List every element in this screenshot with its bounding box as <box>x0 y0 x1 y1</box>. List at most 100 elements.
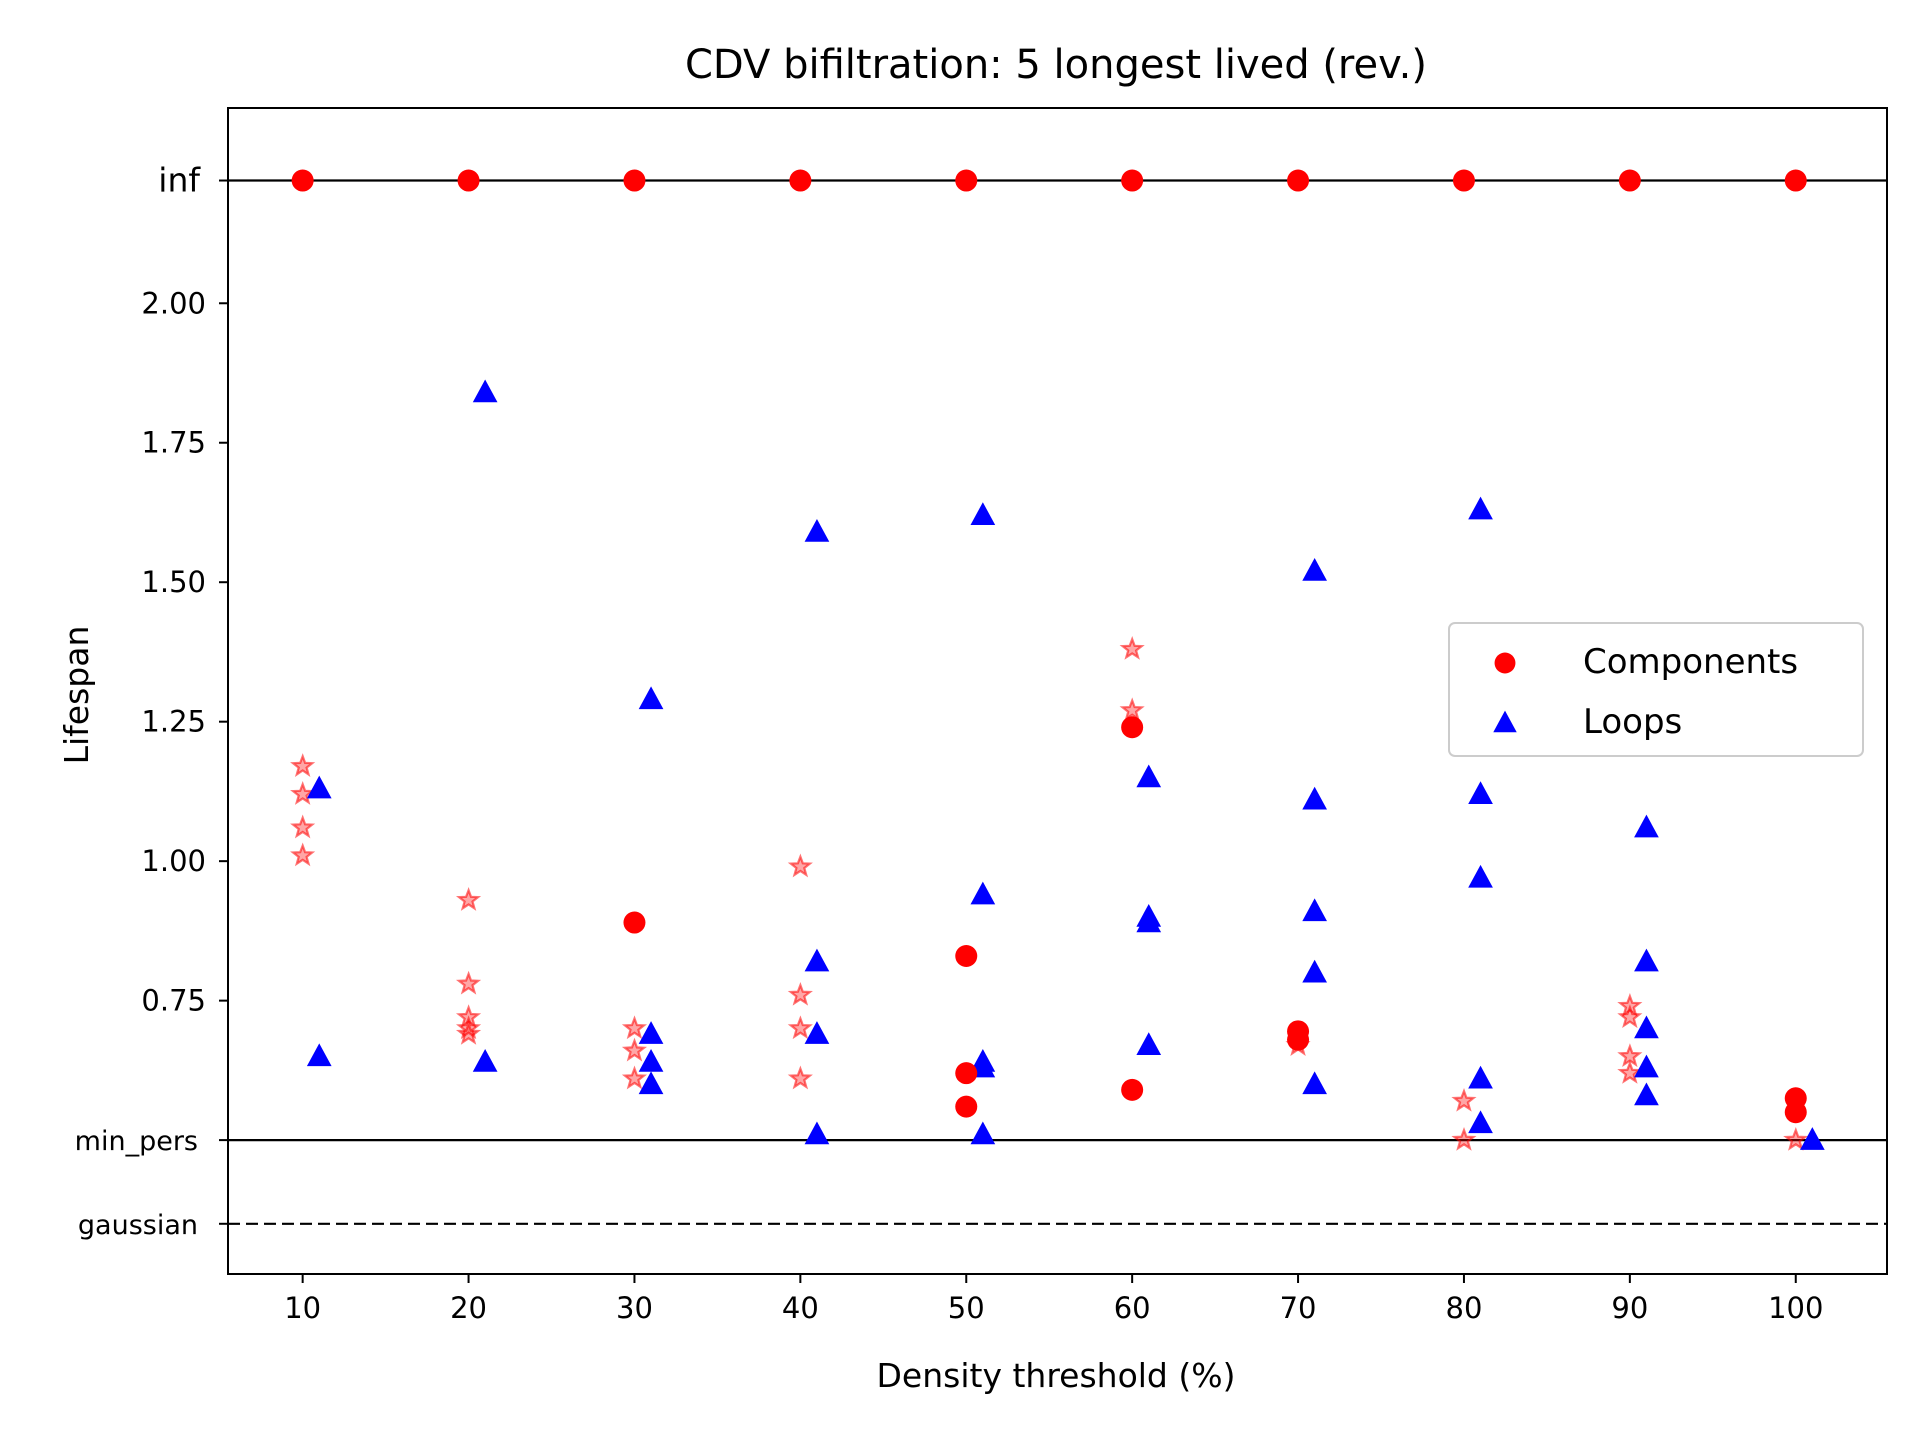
series-loops <box>306 379 1825 1150</box>
star-point <box>787 1065 813 1090</box>
star-point <box>1617 1004 1643 1029</box>
legend: Components Loops <box>1448 622 1864 757</box>
star-point <box>787 853 813 878</box>
star-point <box>787 981 813 1006</box>
x-tick-label: 20 <box>450 1291 487 1325</box>
loop-point <box>970 881 996 905</box>
loop-point <box>1302 959 1327 983</box>
loop-point <box>804 1121 830 1145</box>
component-point <box>1121 169 1144 192</box>
x-axis-label: Density threshold (%) <box>877 1356 1236 1395</box>
legend-marker-loops <box>1493 710 1517 733</box>
star-point <box>621 1015 648 1040</box>
loop-point <box>472 379 498 403</box>
star-point <box>1617 1060 1643 1084</box>
star-point <box>455 1015 482 1040</box>
series-stars <box>290 636 1809 1151</box>
star-point <box>455 970 482 995</box>
star-point <box>621 1037 648 1062</box>
loop-point <box>1468 781 1493 804</box>
x-tick-label: 30 <box>616 1291 653 1325</box>
ref-label-gaussian: gaussian <box>78 1210 198 1241</box>
loop-point <box>1302 786 1327 810</box>
loop-point <box>306 1043 332 1067</box>
reference-lines: inf min_pers gaussian <box>75 161 1887 1241</box>
loop-point <box>804 1021 830 1044</box>
legend-marker-components <box>1494 652 1516 674</box>
loop-point <box>1468 1065 1493 1089</box>
y-axis-ticks: 0.75 1.00 1.25 1.50 1.75 2.00 <box>141 179 228 1225</box>
loop-point <box>1468 496 1493 520</box>
loop-point <box>472 1049 498 1072</box>
component-point <box>955 1095 978 1118</box>
y-tick-label: 0.75 <box>141 984 206 1018</box>
component-point <box>457 169 480 192</box>
star-point <box>455 1020 482 1045</box>
loop-point <box>1468 1110 1493 1134</box>
legend-box <box>1448 622 1864 757</box>
loop-point <box>804 519 830 542</box>
star-point <box>290 781 316 805</box>
y-tick-label: 1.25 <box>141 705 206 739</box>
x-tick-label: 50 <box>948 1291 985 1325</box>
component-point <box>1784 169 1807 192</box>
star-point <box>621 1065 648 1090</box>
chart-title: CDV bifiltration: 5 longest lived (rev.) <box>685 42 1427 88</box>
component-point <box>955 169 978 192</box>
plot-frame <box>227 107 1888 1275</box>
component-point <box>1452 169 1475 192</box>
series-components <box>291 169 1807 1124</box>
loop-point <box>1799 1127 1825 1150</box>
loop-point <box>1634 1082 1659 1106</box>
star-point <box>1119 697 1145 722</box>
x-tick-label: 10 <box>284 1291 321 1325</box>
loop-point <box>804 948 830 972</box>
x-tick-label: 60 <box>1114 1291 1151 1325</box>
loop-point <box>1136 1032 1162 1056</box>
loop-point <box>1634 814 1659 838</box>
component-point <box>1618 169 1641 192</box>
loop-point <box>1136 909 1162 933</box>
legend-label-components: Components <box>1583 642 1798 682</box>
x-tick-label: 40 <box>782 1291 819 1325</box>
x-tick-label: 80 <box>1446 1291 1483 1325</box>
x-tick-label: 90 <box>1611 1291 1648 1325</box>
loop-point <box>1302 558 1327 581</box>
loop-point <box>638 686 664 710</box>
loop-point <box>1468 864 1493 888</box>
loop-point <box>970 1121 996 1145</box>
y-tick-label: 1.00 <box>141 844 206 878</box>
loop-point <box>1302 898 1327 922</box>
legend-label-loops: Loops <box>1583 702 1682 742</box>
component-point <box>1121 716 1144 739</box>
component-point <box>955 945 978 967</box>
y-tick-label: 1.75 <box>141 426 206 460</box>
loop-point <box>638 1071 664 1095</box>
ref-label-inf: inf <box>158 161 201 200</box>
loop-point <box>1634 948 1659 972</box>
x-tick-label: 70 <box>1280 1291 1317 1325</box>
star-point <box>1119 636 1145 660</box>
star-point <box>290 814 316 839</box>
component-point <box>1784 1101 1807 1124</box>
star-point <box>290 842 316 867</box>
component-point <box>623 169 646 192</box>
x-axis-ticks: 10 20 30 40 50 60 70 80 90 100 <box>284 1274 1823 1325</box>
y-axis-label: Lifespan <box>57 626 96 765</box>
loop-point <box>1634 1015 1659 1039</box>
star-point <box>1451 1126 1477 1151</box>
star-point <box>787 1015 813 1040</box>
loop-point <box>1136 764 1162 788</box>
component-point <box>955 1062 978 1085</box>
loop-point <box>1302 1071 1327 1095</box>
component-point <box>789 169 812 192</box>
y-tick-label: 1.50 <box>141 565 206 599</box>
component-point <box>1121 1078 1144 1101</box>
star-point <box>455 887 482 911</box>
loop-point <box>638 1021 664 1044</box>
component-point <box>1287 1028 1310 1051</box>
loop-point <box>306 775 332 799</box>
ref-label-min-pers: min_pers <box>75 1126 198 1157</box>
